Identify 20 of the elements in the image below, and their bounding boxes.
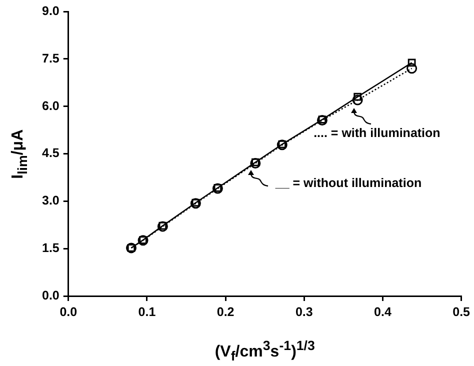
x-tick-label: 0.3 [295,304,313,319]
x-tick-label: 0.0 [60,304,78,319]
point [352,94,363,106]
y-tick-label: 9.0 [42,4,60,18]
y-tick-label: 1.5 [42,241,60,256]
y-tick-label: 4.5 [42,146,60,160]
annotation: .... = with illumination [314,126,440,140]
point [354,92,362,101]
annotation: __ = without illumination [275,176,422,190]
x-tick-label: 0.4 [374,304,392,319]
x-tick-label: 0.2 [216,304,234,319]
x-axis-title: (V$_{f}$/cm$^{3}$s$^{-1}$)$^{1/3}$ [214,338,315,364]
y-tick-label: 7.5 [42,51,60,66]
x-tick-label: 0.5 [452,304,470,319]
y-tick-label: 6.0 [42,98,60,113]
y-tick-label: 0.0 [42,288,60,302]
point [408,58,416,67]
point [406,63,418,74]
x-tick-label: 0.1 [138,304,156,319]
y-tick-label: 3.0 [42,194,60,208]
